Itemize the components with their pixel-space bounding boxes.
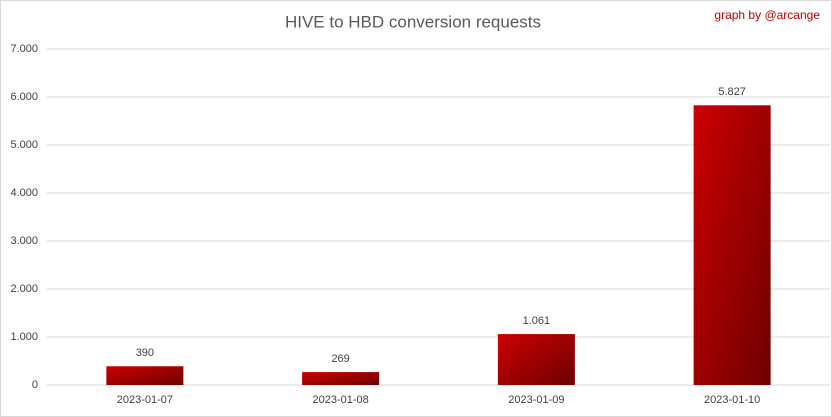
y-tick-label: 1.000 xyxy=(10,331,38,343)
chart-title: HIVE to HBD conversion requests xyxy=(285,12,541,31)
y-tick-label: 3.000 xyxy=(10,235,38,247)
x-tick-label: 2023-01-08 xyxy=(312,394,368,406)
y-tick-label: 2.000 xyxy=(10,283,38,295)
value-label: 1.061 xyxy=(523,315,551,327)
x-tick-label: 2023-01-09 xyxy=(508,394,564,406)
x-tick-label: 2023-01-07 xyxy=(117,394,173,406)
value-label: 5.827 xyxy=(718,86,746,98)
x-tick-label: 2023-01-10 xyxy=(704,394,760,406)
bar xyxy=(302,372,380,385)
y-tick-label: 4.000 xyxy=(10,187,38,199)
credit-annotation: graph by @arcange xyxy=(714,8,820,22)
bar xyxy=(497,334,575,385)
y-tick-label: 5.000 xyxy=(10,139,38,151)
bar xyxy=(693,105,771,385)
value-label: 269 xyxy=(331,353,349,365)
y-tick-label: 0 xyxy=(32,379,38,391)
y-tick-label: 6.000 xyxy=(10,91,38,103)
value-label: 390 xyxy=(136,347,154,359)
bar xyxy=(106,366,184,385)
y-tick-label: 7.000 xyxy=(10,43,38,55)
